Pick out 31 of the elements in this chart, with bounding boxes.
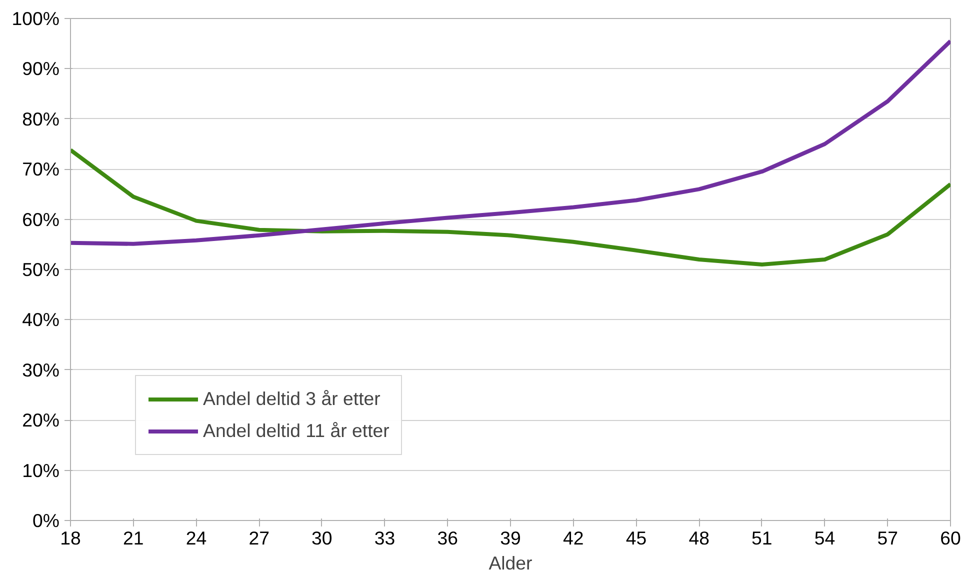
y-tick-label: 60% bbox=[22, 208, 60, 230]
line-series bbox=[70, 39, 950, 246]
y-tick-label: 70% bbox=[22, 158, 60, 180]
x-tick-label: 45 bbox=[626, 528, 647, 548]
y-tick-label: 40% bbox=[22, 309, 60, 330]
x-tick-label: 24 bbox=[186, 528, 207, 548]
y-tick-label: 100% bbox=[12, 8, 60, 29]
x-tick-label: 51 bbox=[752, 528, 772, 548]
y-tick-label: 10% bbox=[22, 460, 60, 481]
x-axis-title: Alder bbox=[488, 552, 532, 574]
x-tick-label: 42 bbox=[562, 528, 584, 548]
y-tick-label: 90% bbox=[22, 58, 60, 80]
x-tick-label: 39 bbox=[500, 528, 521, 548]
x-tick-label: 30 bbox=[312, 528, 332, 548]
y-tick-label: 50% bbox=[22, 259, 60, 280]
x-tick-label: 60 bbox=[940, 528, 961, 548]
legend-label: Andel deltid 11 år etter bbox=[203, 420, 390, 442]
x-tick-label: 57 bbox=[877, 528, 898, 548]
x-tick-label: 21 bbox=[122, 528, 144, 548]
x-tick-label: 54 bbox=[814, 528, 836, 548]
y-tick-label: 0% bbox=[32, 510, 60, 531]
x-tick-label: 48 bbox=[688, 528, 710, 548]
y-tick-label: 80% bbox=[22, 108, 60, 130]
x-tick-label: 27 bbox=[248, 528, 270, 548]
y-tick-label: 20% bbox=[22, 410, 60, 431]
x-tick-label: 18 bbox=[60, 528, 81, 548]
y-tick-label: 30% bbox=[22, 359, 60, 380]
x-tick-label: 36 bbox=[437, 528, 458, 548]
x-tick-label: 33 bbox=[374, 528, 396, 548]
line-series bbox=[70, 148, 950, 266]
legend-label: Andel deltid 3 år etter bbox=[203, 388, 380, 410]
